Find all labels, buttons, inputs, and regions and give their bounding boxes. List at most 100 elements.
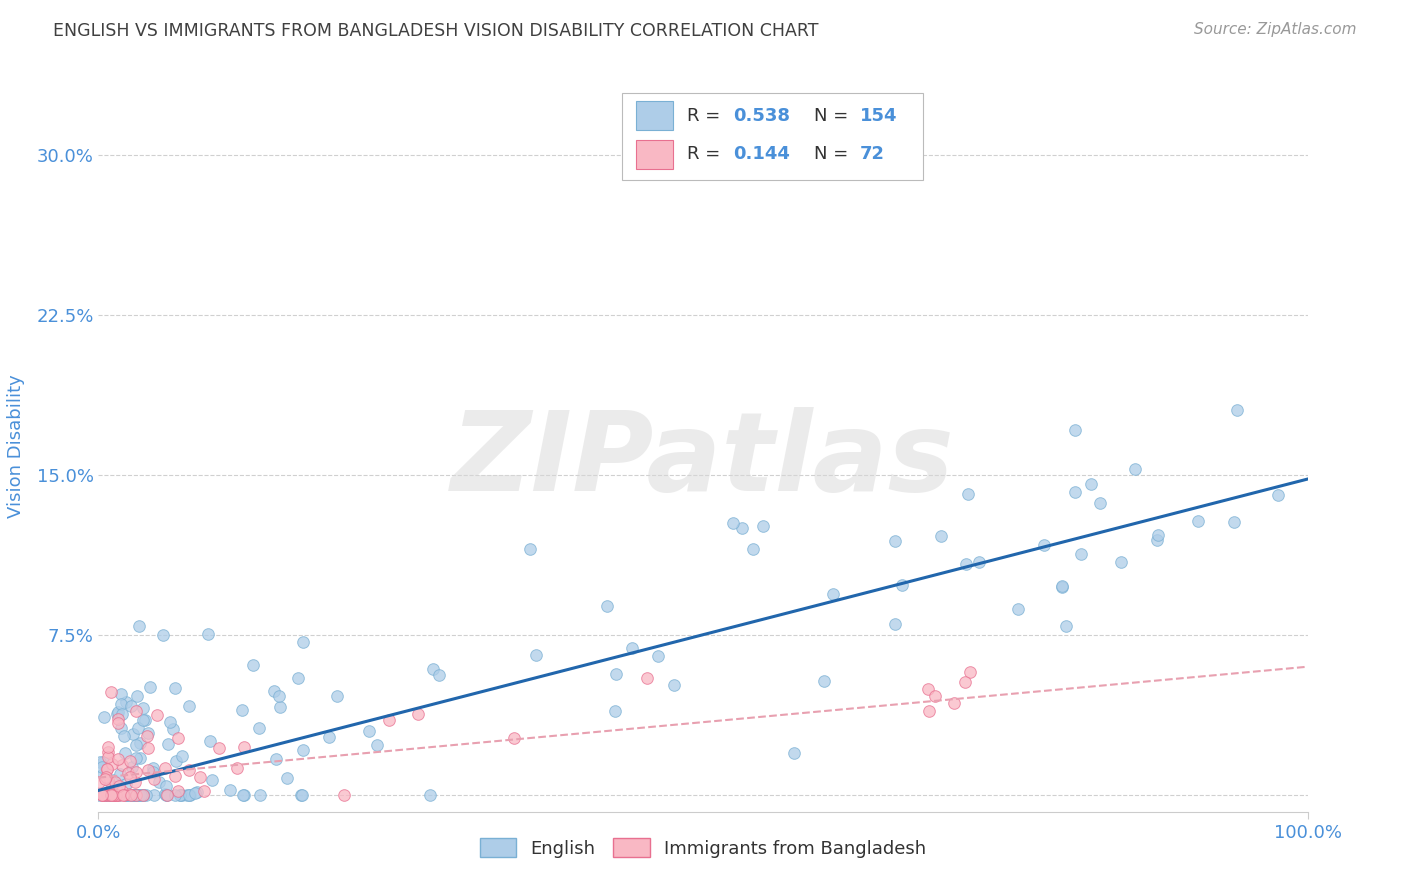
Point bbox=[93, 710, 115, 724]
Point bbox=[90, 788, 112, 802]
Text: ENGLISH VS IMMIGRANTS FROM BANGLADESH VISION DISABILITY CORRELATION CHART: ENGLISH VS IMMIGRANTS FROM BANGLADESH VI… bbox=[53, 22, 818, 40]
Point bbox=[155, 787, 177, 801]
Point bbox=[359, 723, 381, 738]
Point bbox=[167, 784, 190, 798]
Point bbox=[118, 754, 141, 768]
Text: N =: N = bbox=[814, 107, 855, 125]
Point bbox=[967, 555, 990, 569]
Point bbox=[111, 784, 134, 798]
Point bbox=[162, 723, 184, 737]
Text: ZIPatlas: ZIPatlas bbox=[451, 407, 955, 514]
Point bbox=[111, 758, 134, 772]
Point bbox=[595, 599, 617, 613]
Point bbox=[107, 752, 129, 766]
Point bbox=[752, 519, 775, 533]
Point bbox=[823, 587, 845, 601]
Point bbox=[136, 729, 159, 743]
Point bbox=[118, 770, 141, 784]
Point bbox=[1226, 402, 1249, 417]
Point bbox=[122, 727, 145, 741]
Point bbox=[132, 788, 155, 802]
Point bbox=[108, 788, 131, 802]
Point bbox=[231, 703, 253, 717]
Text: 154: 154 bbox=[860, 107, 897, 125]
Point bbox=[115, 695, 138, 709]
Point bbox=[247, 721, 270, 735]
Point bbox=[884, 617, 907, 632]
Point bbox=[101, 779, 124, 793]
Point bbox=[159, 715, 181, 730]
Point bbox=[1187, 514, 1209, 528]
Point bbox=[1123, 461, 1146, 475]
Point bbox=[124, 788, 146, 802]
Point bbox=[89, 755, 111, 769]
Point bbox=[318, 730, 340, 744]
Point bbox=[156, 737, 179, 751]
Point bbox=[93, 788, 115, 802]
Point bbox=[97, 772, 120, 787]
Point bbox=[884, 534, 907, 549]
Point bbox=[219, 782, 242, 797]
Point bbox=[1109, 555, 1132, 569]
Point bbox=[91, 755, 114, 769]
Point bbox=[134, 713, 156, 727]
Point bbox=[103, 788, 125, 802]
Point bbox=[1070, 547, 1092, 561]
Point bbox=[1223, 515, 1246, 529]
Point bbox=[125, 764, 148, 779]
Point bbox=[100, 788, 122, 802]
Point bbox=[169, 788, 191, 802]
Point bbox=[179, 788, 201, 802]
Point bbox=[266, 752, 288, 766]
Point bbox=[118, 787, 141, 801]
Point bbox=[169, 788, 191, 802]
Point bbox=[269, 699, 291, 714]
Point bbox=[101, 773, 124, 788]
Point bbox=[129, 751, 152, 765]
Point bbox=[1050, 579, 1073, 593]
Point bbox=[125, 704, 148, 718]
Point bbox=[166, 731, 188, 746]
Point bbox=[128, 788, 150, 802]
Point bbox=[136, 726, 159, 740]
Point bbox=[94, 771, 117, 785]
Point bbox=[107, 705, 129, 719]
Point bbox=[107, 715, 129, 730]
Point bbox=[125, 751, 148, 765]
Point bbox=[721, 516, 744, 530]
Point bbox=[111, 707, 134, 722]
Point bbox=[1267, 488, 1289, 502]
Point bbox=[662, 678, 685, 692]
Point bbox=[177, 788, 200, 802]
Point bbox=[91, 788, 114, 802]
Point bbox=[165, 788, 187, 802]
Point bbox=[813, 674, 835, 689]
Point bbox=[110, 687, 132, 701]
Point bbox=[226, 760, 249, 774]
Point bbox=[132, 713, 155, 727]
Point bbox=[957, 486, 980, 500]
Point bbox=[1054, 619, 1077, 633]
Point bbox=[87, 775, 110, 789]
Point bbox=[112, 729, 135, 743]
Point bbox=[263, 683, 285, 698]
Point bbox=[782, 746, 804, 760]
Point bbox=[917, 681, 939, 696]
Point bbox=[287, 671, 309, 685]
Point bbox=[232, 788, 254, 802]
Point bbox=[136, 764, 159, 778]
Point bbox=[96, 763, 118, 777]
Point bbox=[127, 721, 149, 735]
Text: R =: R = bbox=[688, 107, 727, 125]
Point bbox=[124, 788, 146, 802]
Point bbox=[152, 628, 174, 642]
Point bbox=[120, 699, 142, 714]
Point bbox=[112, 788, 135, 802]
Point bbox=[104, 788, 127, 802]
Point bbox=[232, 739, 254, 754]
Point bbox=[110, 697, 132, 711]
Point bbox=[96, 785, 118, 799]
Point bbox=[87, 788, 110, 802]
Point bbox=[104, 788, 127, 802]
Point bbox=[146, 708, 169, 723]
